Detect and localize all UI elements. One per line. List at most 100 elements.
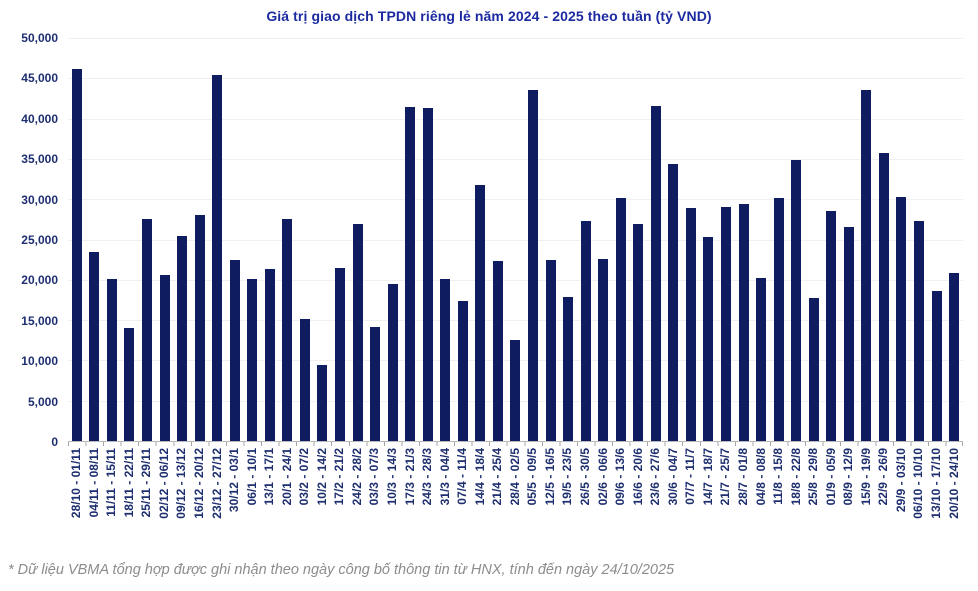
x-axis-tick-label: 20/10 - 24/10 xyxy=(946,448,961,519)
bar-slot xyxy=(752,38,770,441)
bar-slot xyxy=(489,38,507,441)
bar xyxy=(685,208,696,441)
bar-slot xyxy=(805,38,823,441)
bar xyxy=(931,291,942,441)
x-axis-tick-label: 14/7 - 18/7 xyxy=(700,448,715,506)
x-axis-tick-label: 16/6 - 20/6 xyxy=(630,448,645,506)
x-axis-tick: 26/5 - 30/5 xyxy=(577,448,595,552)
bar-slot xyxy=(191,38,209,441)
bar-slot xyxy=(823,38,841,441)
bar-series xyxy=(68,38,963,441)
x-axis-tick: 07/7 - 11/7 xyxy=(682,448,700,552)
x-axis-tick-label: 19/5 - 23/5 xyxy=(560,448,575,506)
bar xyxy=(212,75,223,441)
x-axis-tick: 23/6 - 27/6 xyxy=(647,448,665,552)
x-axis-tick: 11/8 - 15/8 xyxy=(770,448,788,552)
bar xyxy=(949,272,960,441)
bar-slot xyxy=(630,38,648,441)
bar-slot xyxy=(243,38,261,441)
x-axis-tick: 18/8 - 22/8 xyxy=(787,448,805,552)
bar-slot xyxy=(717,38,735,441)
x-axis-tick-label: 28/4 - 02/5 xyxy=(507,448,522,506)
bar xyxy=(808,298,819,441)
bar xyxy=(721,207,731,441)
y-axis-tick-label: 50,000 xyxy=(21,31,58,45)
bar xyxy=(475,184,486,441)
bar-slot xyxy=(156,38,174,441)
bar-slot xyxy=(647,38,665,441)
bar-slot xyxy=(700,38,718,441)
bar-slot xyxy=(682,38,700,441)
x-axis-tick: 10/3 - 14/3 xyxy=(384,448,402,552)
x-axis-tick: 25/8 - 29/8 xyxy=(805,448,823,552)
bar-slot xyxy=(226,38,244,441)
bar xyxy=(510,340,521,441)
chart-title: Giá trị giao dịch TPDN riêng lẻ năm 2024… xyxy=(266,8,712,24)
bar xyxy=(299,319,310,441)
x-axis-tick: 19/5 - 23/5 xyxy=(559,448,577,552)
x-axis-tick: 24/2 - 28/2 xyxy=(349,448,367,552)
x-axis-tick: 24/3 - 28/3 xyxy=(419,448,437,552)
gridline xyxy=(68,239,963,241)
bar-slot xyxy=(436,38,454,441)
bar-slot xyxy=(454,38,472,441)
x-axis-tick: 21/7 - 25/7 xyxy=(717,448,735,552)
bar-slot xyxy=(665,38,683,441)
bar xyxy=(159,274,170,441)
x-axis-tick: 03/3 - 07/3 xyxy=(366,448,384,552)
y-axis: 0 5,000 10,000 15,000 20,000 25,000 30,000 35,0… xyxy=(0,31,58,449)
x-axis-tick-label: 31/3 - 04/4 xyxy=(437,448,452,506)
x-axis-tick-label: 25/11 - 29/11 xyxy=(139,448,154,518)
x-axis-tick: 02/12 - 06/12 xyxy=(156,448,174,552)
bar xyxy=(387,283,398,441)
x-axis-tick-label: 04/8 - 08/8 xyxy=(753,448,768,506)
bar-slot xyxy=(279,38,297,441)
y-axis-tick-label: 10,000 xyxy=(21,354,58,369)
x-axis-tick-label: 05/5 - 09/5 xyxy=(525,448,540,506)
bar xyxy=(756,278,767,441)
x-axis-tick: 07/4 - 11/4 xyxy=(454,448,472,552)
bar-slot xyxy=(384,38,402,441)
x-axis-tick: 20/10 - 24/10 xyxy=(945,448,963,552)
x-axis-tick: 30/12 - 03/1 xyxy=(226,448,244,552)
x-axis-tick: 29/9 - 03/10 xyxy=(893,448,911,552)
x-axis-tick-label: 13/1 - 17/1 xyxy=(262,448,277,506)
y-axis-tick-label: 35,000 xyxy=(21,152,58,167)
bar xyxy=(668,163,679,441)
x-axis-tick-label: 02/6 - 06/6 xyxy=(595,448,610,506)
bar-slot xyxy=(472,38,490,441)
x-axis-tick-label: 18/8 - 22/8 xyxy=(788,448,803,506)
bar xyxy=(703,237,714,441)
x-axis-tick: 10/2 - 14/2 xyxy=(314,448,332,552)
gridline xyxy=(68,158,963,160)
bar-slot xyxy=(401,38,419,441)
x-axis-tick-label: 28/10 - 01/11 xyxy=(69,448,84,519)
x-axis-tick-label: 01/9 - 05/9 xyxy=(823,448,838,506)
x-axis-tick-label: 09/12 - 13/12 xyxy=(174,448,189,519)
x-axis-tick: 31/3 - 04/4 xyxy=(436,448,454,552)
y-axis-tick-label: 45,000 xyxy=(21,71,58,86)
bar-slot xyxy=(875,38,893,441)
bar xyxy=(791,159,802,441)
bar xyxy=(124,328,135,441)
x-axis-tick: 28/7 - 01/8 xyxy=(735,448,753,552)
x-axis-tick-label: 30/6 - 04/7 xyxy=(665,448,680,506)
x-axis-tick-label: 09/6 - 13/6 xyxy=(613,448,628,506)
x-axis-tick-label: 30/12 - 03/1 xyxy=(227,448,242,513)
bar-slot xyxy=(103,38,121,441)
x-axis-tick-label: 03/2 - 07/2 xyxy=(297,448,312,506)
x-axis-tick: 09/12 - 13/12 xyxy=(173,448,191,552)
gridline xyxy=(68,199,963,201)
x-axis-labels: 28/10 - 01/11 04/11 - 08/11 11/11 - 15/11 1… xyxy=(68,448,963,552)
x-axis-tick-label: 11/8 - 15/8 xyxy=(771,448,786,505)
x-axis-tick-label: 02/12 - 06/12 xyxy=(156,448,171,519)
bar xyxy=(527,89,538,441)
x-axis-tick-label: 14/4 - 18/4 xyxy=(472,448,487,506)
x-axis-tick: 01/9 - 05/9 xyxy=(823,448,841,552)
gridline xyxy=(68,118,963,120)
bar xyxy=(843,227,854,441)
x-axis-tick: 09/6 - 13/6 xyxy=(612,448,630,552)
bar-slot xyxy=(208,38,226,441)
bar-slot xyxy=(612,38,630,441)
y-axis-tick-label: 5,000 xyxy=(27,394,58,409)
